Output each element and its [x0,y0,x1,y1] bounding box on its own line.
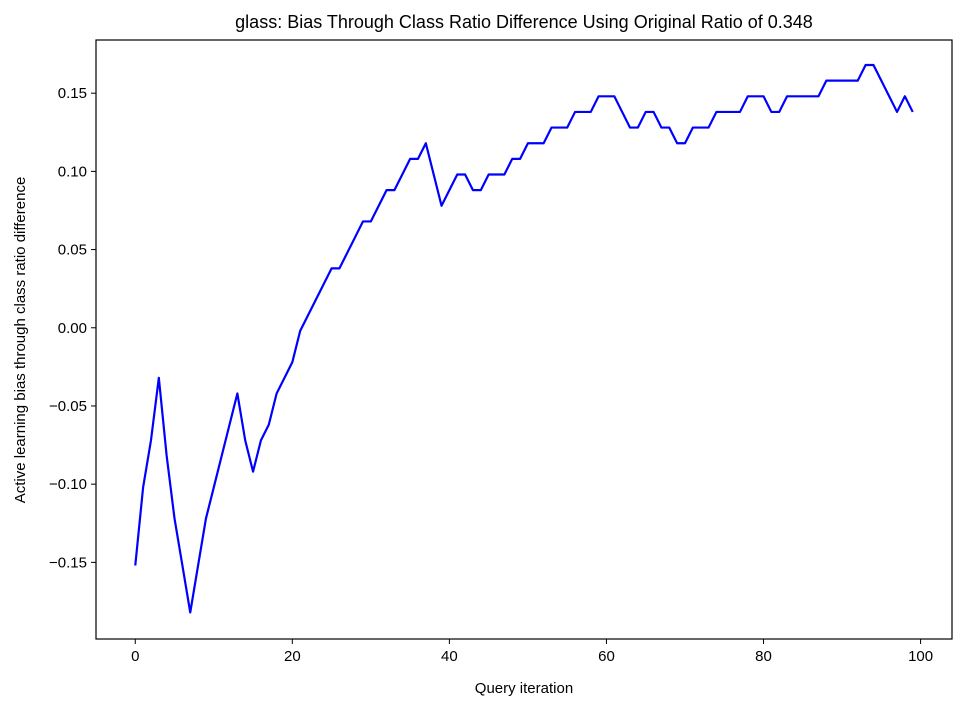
x-tick-label: 20 [284,648,301,665]
x-axis-label: Query iteration [475,680,573,697]
y-tick-label: 0.15 [58,85,87,102]
y-tick-label: −0.05 [49,398,87,415]
plot-frame [95,39,953,640]
y-tick-label: −0.15 [49,554,87,571]
y-tick-label: 0.10 [58,163,87,180]
x-tick-label: 80 [755,648,772,665]
x-tick-label: 0 [131,648,139,665]
x-tick-label: 40 [441,648,458,665]
y-axis: −0.15 −0.10 −0.05 0.00 0.05 0.10 0.15 [49,85,96,571]
x-tick-label: 100 [908,648,933,665]
y-tick-label: 0.05 [58,242,87,259]
y-tick-label: −0.10 [49,476,87,493]
x-axis: 0 20 40 60 80 100 [131,639,933,665]
plot-area [95,39,953,640]
series-line-0 [134,63,914,614]
chart-title: glass: Bias Through Class Ratio Differen… [235,12,813,32]
y-axis-label: Active learning bias through class ratio… [12,177,29,504]
y-tick-label: 0.00 [58,320,87,337]
x-tick-label: 60 [598,648,615,665]
